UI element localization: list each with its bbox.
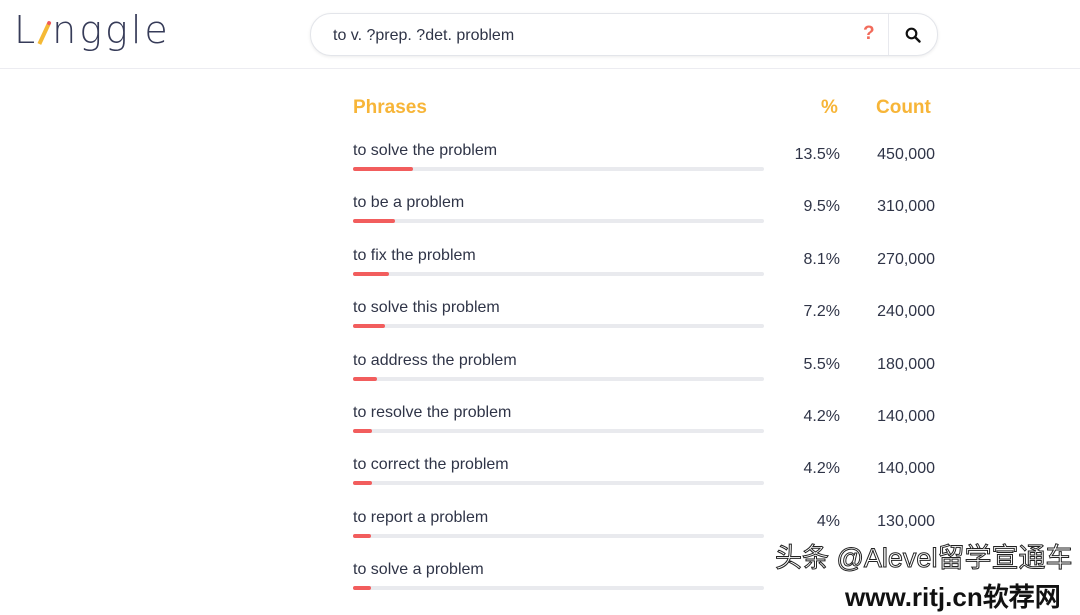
search-input[interactable]: [331, 14, 835, 57]
frequency-bar: [353, 533, 764, 538]
search-icon: [905, 27, 921, 43]
percent-value: 4.2%: [803, 460, 840, 478]
count-value: 140,000: [877, 408, 935, 425]
frequency-bar: [353, 586, 764, 591]
header-count[interactable]: Count: [876, 97, 931, 118]
phrase-text[interactable]: to solve this problem: [353, 299, 500, 317]
phrase-text[interactable]: to resolve the problem: [353, 404, 512, 421]
frequency-bar: [353, 481, 764, 486]
table-row[interactable]: to resolve the problem 4.2% 140,000: [353, 404, 935, 456]
frequency-bar: [353, 376, 764, 381]
table-row[interactable]: to correct the problem 4.2% 140,000: [353, 456, 935, 508]
phrase-text[interactable]: to be a problem: [353, 194, 465, 212]
frequency-bar-fill: [353, 271, 389, 276]
pencil-icon: [37, 23, 51, 45]
table-row[interactable]: to fix the problem 8.1% 270,000: [353, 247, 935, 299]
percent-value: 9.5%: [803, 198, 840, 216]
frequency-bar: [353, 271, 764, 276]
frequency-bar-fill: [353, 167, 413, 171]
phrase-text[interactable]: to fix the problem: [353, 246, 476, 264]
frequency-bar: [353, 429, 764, 433]
percent-value: 8.1%: [803, 250, 840, 268]
count-value: 310,000: [877, 198, 935, 216]
table-row[interactable]: to report a problem 4% 130,000: [353, 509, 935, 561]
phrase-text[interactable]: to address the problem: [353, 351, 517, 369]
count-value: 140,000: [877, 460, 935, 478]
frequency-bar-fill: [353, 429, 372, 433]
frequency-bar-fill: [353, 481, 372, 486]
percent-value: 5.5%: [803, 355, 840, 373]
table-row[interactable]: to address the problem 5.5% 180,000: [353, 352, 935, 404]
table-row[interactable]: to solve a problem: [353, 561, 935, 613]
percent-value: 4.2%: [803, 408, 840, 425]
frequency-bar: [353, 167, 764, 171]
frequency-bar-fill: [353, 586, 371, 591]
frequency-bar-fill: [353, 533, 371, 538]
frequency-bar: [353, 324, 764, 329]
percent-value: 13.5%: [794, 146, 840, 163]
search-bar: ?: [310, 13, 938, 57]
table-row[interactable]: to solve this problem 7.2% 240,000: [353, 299, 935, 351]
header-percent[interactable]: %: [821, 97, 838, 118]
percent-value: 7.2%: [803, 303, 840, 321]
watermark: 头条 @Alevel留学宣通车: [774, 543, 1073, 574]
count-value: 450,000: [877, 146, 935, 163]
count-value: 270,000: [877, 250, 935, 268]
phrase-text[interactable]: to solve the problem: [353, 142, 498, 159]
table-row[interactable]: to solve the problem 13.5% 450,000: [353, 142, 935, 194]
count-value: 240,000: [877, 303, 935, 321]
watermark: www.ritj.cn软荐网: [845, 582, 1061, 612]
phrase-text[interactable]: to report a problem: [353, 508, 489, 526]
search-button[interactable]: [888, 14, 937, 55]
table-row[interactable]: to be a problem 9.5% 310,000: [353, 194, 935, 246]
frequency-bar: [353, 219, 764, 224]
help-button[interactable]: ?: [863, 23, 875, 44]
phrase-text[interactable]: to solve a problem: [353, 561, 484, 579]
frequency-bar-fill: [353, 219, 396, 224]
phrase-text[interactable]: to correct the problem: [353, 456, 509, 474]
header-phrases[interactable]: Phrases: [353, 97, 427, 118]
frequency-bar-fill: [353, 376, 378, 381]
frequency-bar-fill: [353, 324, 385, 329]
percent-value: 4%: [816, 512, 840, 530]
count-value: 180,000: [877, 355, 935, 373]
count-value: 130,000: [877, 512, 935, 530]
